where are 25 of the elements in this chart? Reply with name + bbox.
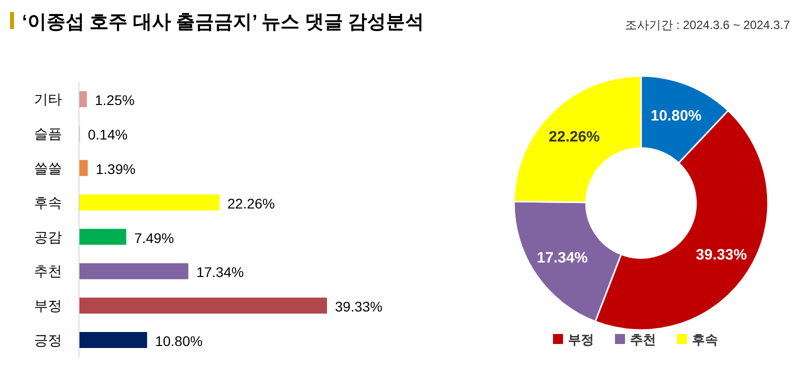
data-label: 1.39%: [96, 161, 136, 177]
text: 조사기간 : 2024.3.6 ~ 2024.3.7: [624, 18, 790, 32]
y-tick-label: 슬픔: [34, 126, 62, 142]
y-tick-label: 추천: [34, 263, 62, 280]
y-tick-label: 긍정: [34, 332, 62, 348]
data-label: 22.26%: [548, 128, 600, 146]
y-tick-label: 쓸쓸: [34, 160, 62, 176]
data-label: 10.80%: [650, 108, 702, 125]
data-label: 1.25%: [94, 92, 135, 108]
y-tick-label: 후속: [34, 194, 62, 210]
legend-label: 추천: [630, 332, 656, 347]
chart-title: ‘이종섭 호주 대사 출금금지’ 뉴스 댓글 감성분석: [22, 12, 424, 33]
legend-label: 후속: [692, 332, 718, 347]
data-label: 39.33%: [335, 298, 382, 315]
legend-label: 부정: [568, 332, 594, 347]
data-label: 17.34%: [536, 249, 588, 266]
data-label: 10.80%: [155, 333, 203, 349]
data-label: 39.33%: [696, 246, 747, 264]
y-tick-label: 기타: [34, 91, 62, 108]
data-label: 22.26%: [227, 195, 275, 212]
data-label: 7.49%: [134, 230, 174, 246]
y-tick-label: 부정: [34, 298, 62, 314]
data-label: 17.34%: [196, 264, 244, 280]
y-tick-label: 공감: [34, 228, 62, 245]
data-label: 0.14%: [88, 126, 128, 143]
